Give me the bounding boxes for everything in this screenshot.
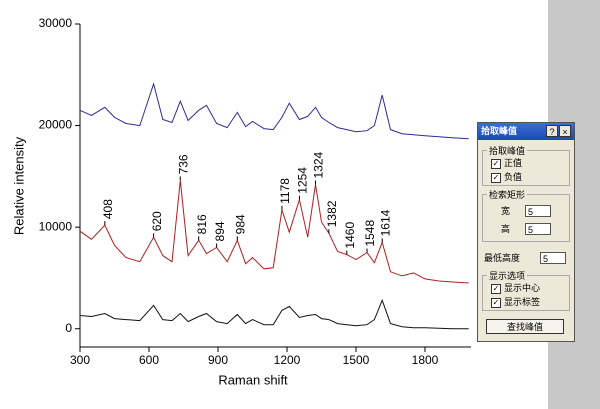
height-input[interactable]: 5 [525, 223, 551, 235]
x-tick-label: 1500 [343, 353, 370, 367]
help-button[interactable]: ? [546, 125, 558, 137]
close-button[interactable]: × [559, 125, 571, 137]
peak-label: 894 [213, 221, 227, 241]
field-label: 宽 [501, 206, 511, 216]
y-tick-label: 30000 [39, 16, 73, 30]
checkbox-row[interactable]: ✓ 显示标签 [491, 297, 541, 308]
peak-label: 620 [150, 211, 164, 231]
width-input[interactable]: 5 [525, 205, 551, 217]
group-box: 显示选项 ✓ 显示中心 ✓ 显示标签 [482, 269, 570, 311]
peak-label: 816 [195, 214, 209, 234]
x-tick-label: 300 [70, 353, 90, 367]
peak-label: 1548 [363, 220, 377, 247]
checkbox-row[interactable]: ✓ 负值 [491, 172, 523, 183]
peak-label: 736 [176, 154, 190, 174]
peak-label: 408 [101, 199, 115, 219]
min-height-input[interactable]: 5 [540, 252, 566, 264]
y-tick-label: 20000 [39, 118, 73, 132]
peak-label: 1460 [343, 222, 357, 249]
checkbox-row[interactable]: ✓ 显示中心 [491, 283, 541, 294]
peak-label: 1178 [278, 178, 292, 204]
x-axis-label: Raman shift [218, 372, 288, 387]
y-tick-label: 0 [65, 321, 72, 335]
checkbox-row[interactable]: ✓ 正值 [491, 158, 523, 169]
field-label: 高 [501, 224, 511, 234]
x-tick-label: 1200 [274, 353, 301, 367]
spectrum-line [79, 82, 469, 140]
group-title: 拾取峰值 [487, 144, 528, 157]
y-tick-label: 10000 [39, 219, 73, 233]
x-tick-label: 900 [208, 353, 228, 367]
peak-label: 984 [233, 214, 247, 234]
group-title: 显示选项 [487, 269, 528, 282]
checkbox-label: 正值 [504, 158, 523, 168]
spectrum-line [79, 298, 469, 330]
field-label: 最低高度 [484, 253, 521, 263]
y-axis-label: Relative intensity [11, 136, 26, 235]
group-box: 拾取峰值 ✓ 正值 ✓ 负值 [482, 144, 570, 186]
find-button[interactable]: 查找峰值 [486, 319, 564, 334]
peak-label: 1324 [312, 151, 326, 178]
x-tick-label: 1800 [412, 353, 439, 367]
group-title: 检索矩形 [487, 188, 528, 201]
peak-label: 1382 [325, 200, 339, 227]
spectrum-line [79, 180, 469, 284]
peak-label: 1254 [296, 167, 310, 194]
checkbox-label: 负值 [504, 172, 523, 182]
group-box: 检索矩形 宽 5 高 5 [482, 188, 570, 242]
checkbox-label: 显示标签 [504, 297, 541, 307]
peak-dialog: 拾取峰值 ? × 拾取峰值 ✓ 正值 ✓ 负值 检索矩形 宽 5 高 5 最低高度 … [477, 122, 575, 342]
x-tick-label: 600 [139, 353, 159, 367]
checkbox-label: 显示中心 [504, 283, 541, 293]
peak-label: 1614 [378, 209, 392, 236]
